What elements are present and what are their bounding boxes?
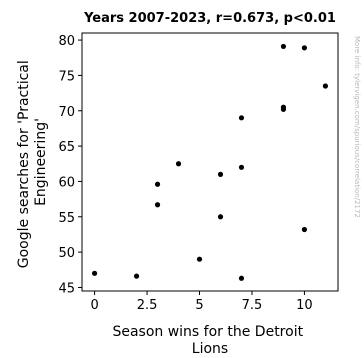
y-tick-label: 55 — [58, 211, 75, 226]
data-point — [196, 256, 203, 262]
data-point — [322, 83, 329, 89]
y-tick-label: 50 — [58, 246, 75, 261]
data-point — [238, 164, 245, 170]
x-tick-label: 2.5 — [137, 298, 158, 313]
data-point — [175, 161, 182, 167]
plot-frame — [81, 32, 339, 292]
data-point — [133, 273, 140, 279]
y-tick-label: 75 — [58, 69, 75, 84]
data-point — [154, 202, 161, 208]
y-axis-label-line-1: Google searches for 'Practical — [16, 60, 32, 268]
x-tick-label: 5 — [195, 298, 203, 313]
data-point — [217, 171, 224, 177]
x-tick-label: 0 — [90, 298, 98, 313]
y-tick-label: 80 — [58, 34, 75, 49]
data-point — [238, 275, 245, 281]
data-point — [217, 214, 224, 220]
y-tick-label: 65 — [58, 140, 75, 155]
x-axis-label-line-2: Lions — [192, 341, 228, 357]
data-point — [154, 181, 161, 187]
x-tick-label: 7.5 — [242, 298, 263, 313]
x-axis: 0 2.5 5 7.5 10 — [90, 291, 313, 313]
y-tick-label: 45 — [58, 281, 75, 296]
chart-title: Years 2007-2023, r=0.673, p<0.01 — [83, 11, 336, 26]
watermark-text: More info: tylervigen.com/spurious/corre… — [353, 36, 361, 218]
y-tick-label: 70 — [58, 105, 75, 120]
y-axis-label-line-2: Engineering' — [33, 118, 49, 206]
y-axis-label: Google searches for 'Practical Engineeri… — [16, 56, 49, 268]
y-axis: 45 50 55 60 65 70 75 80 — [58, 34, 82, 296]
data-point — [301, 45, 308, 51]
y-tick-label: 60 — [58, 175, 75, 190]
x-axis-label-line-1: Season wins for the Detroit — [112, 324, 303, 340]
data-point — [301, 226, 308, 233]
data-points — [91, 43, 329, 281]
x-tick-label: 10 — [296, 298, 313, 313]
data-point — [238, 115, 245, 121]
data-point — [280, 43, 287, 50]
data-point — [91, 270, 98, 276]
x-axis-label: Season wins for the Detroit Lions — [112, 324, 307, 357]
data-point — [280, 106, 287, 112]
